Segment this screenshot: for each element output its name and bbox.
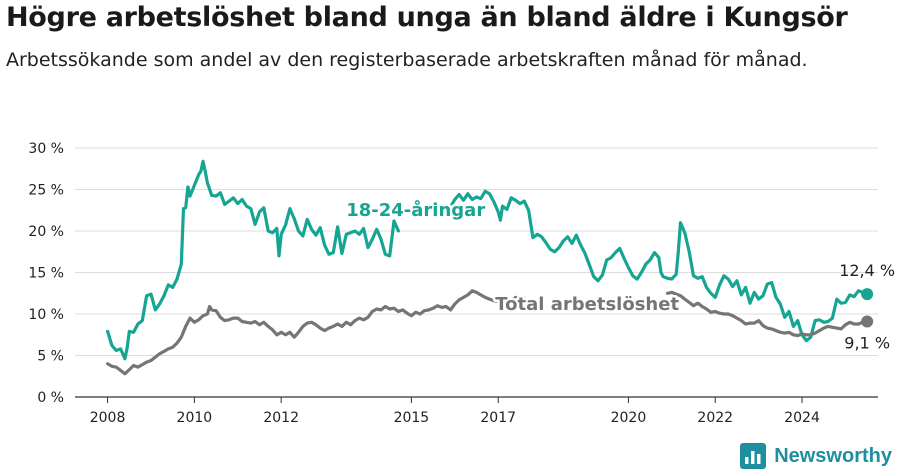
x-axis: 2008 2010 2012 2015 2017 2020 2022 2024 [90,397,820,426]
end-marker-total [861,315,874,328]
y-tick-label: 5 % [37,349,64,365]
y-axis: 0 % 5 % 10 % 15 % 20 % 25 % 30 % [28,141,64,406]
y-tick-label: 20 % [28,224,64,240]
chart-title: Högre arbetslöshet bland unga än bland ä… [6,2,848,33]
end-value-label-18-24: 12,4 % [839,261,895,280]
y-tick-label: 30 % [28,141,64,157]
end-markers: 12,4 % 9,1 % [839,261,895,352]
x-tick-label: 2015 [394,410,430,426]
series-lines [106,159,869,376]
newsworthy-logo-icon [740,443,767,469]
x-tick-label: 2024 [784,410,820,426]
end-value-label-total: 9,1 % [844,333,890,352]
y-tick-label: 25 % [28,183,64,199]
x-tick-label: 2022 [697,410,733,426]
series-line-total [106,289,526,376]
series-line-total [665,290,869,338]
annotations: 18-24-åringar Total arbetslöshet [344,197,682,318]
series-line-18-24 [106,159,400,361]
y-tick-label: 15 % [28,266,64,282]
x-tick-label: 2012 [263,410,299,426]
series-label-18-24: 18-24-åringar [346,199,485,221]
x-tick-label: 2008 [90,410,126,426]
end-marker-18-24 [861,288,874,301]
y-tick-label: 0 % [37,390,64,406]
chart-subtitle: Arbetssökande som andel av den registerb… [6,49,808,71]
brand-name: Newsworthy [774,444,892,467]
series-line-18-24 [446,189,869,343]
x-tick-label: 2010 [177,410,213,426]
y-tick-label: 10 % [28,307,64,323]
series-label-total: Total arbetslöshet [495,294,679,315]
x-tick-label: 2017 [480,410,516,426]
x-tick-label: 2020 [611,410,647,426]
brand-logo: Newsworthy [740,441,892,471]
